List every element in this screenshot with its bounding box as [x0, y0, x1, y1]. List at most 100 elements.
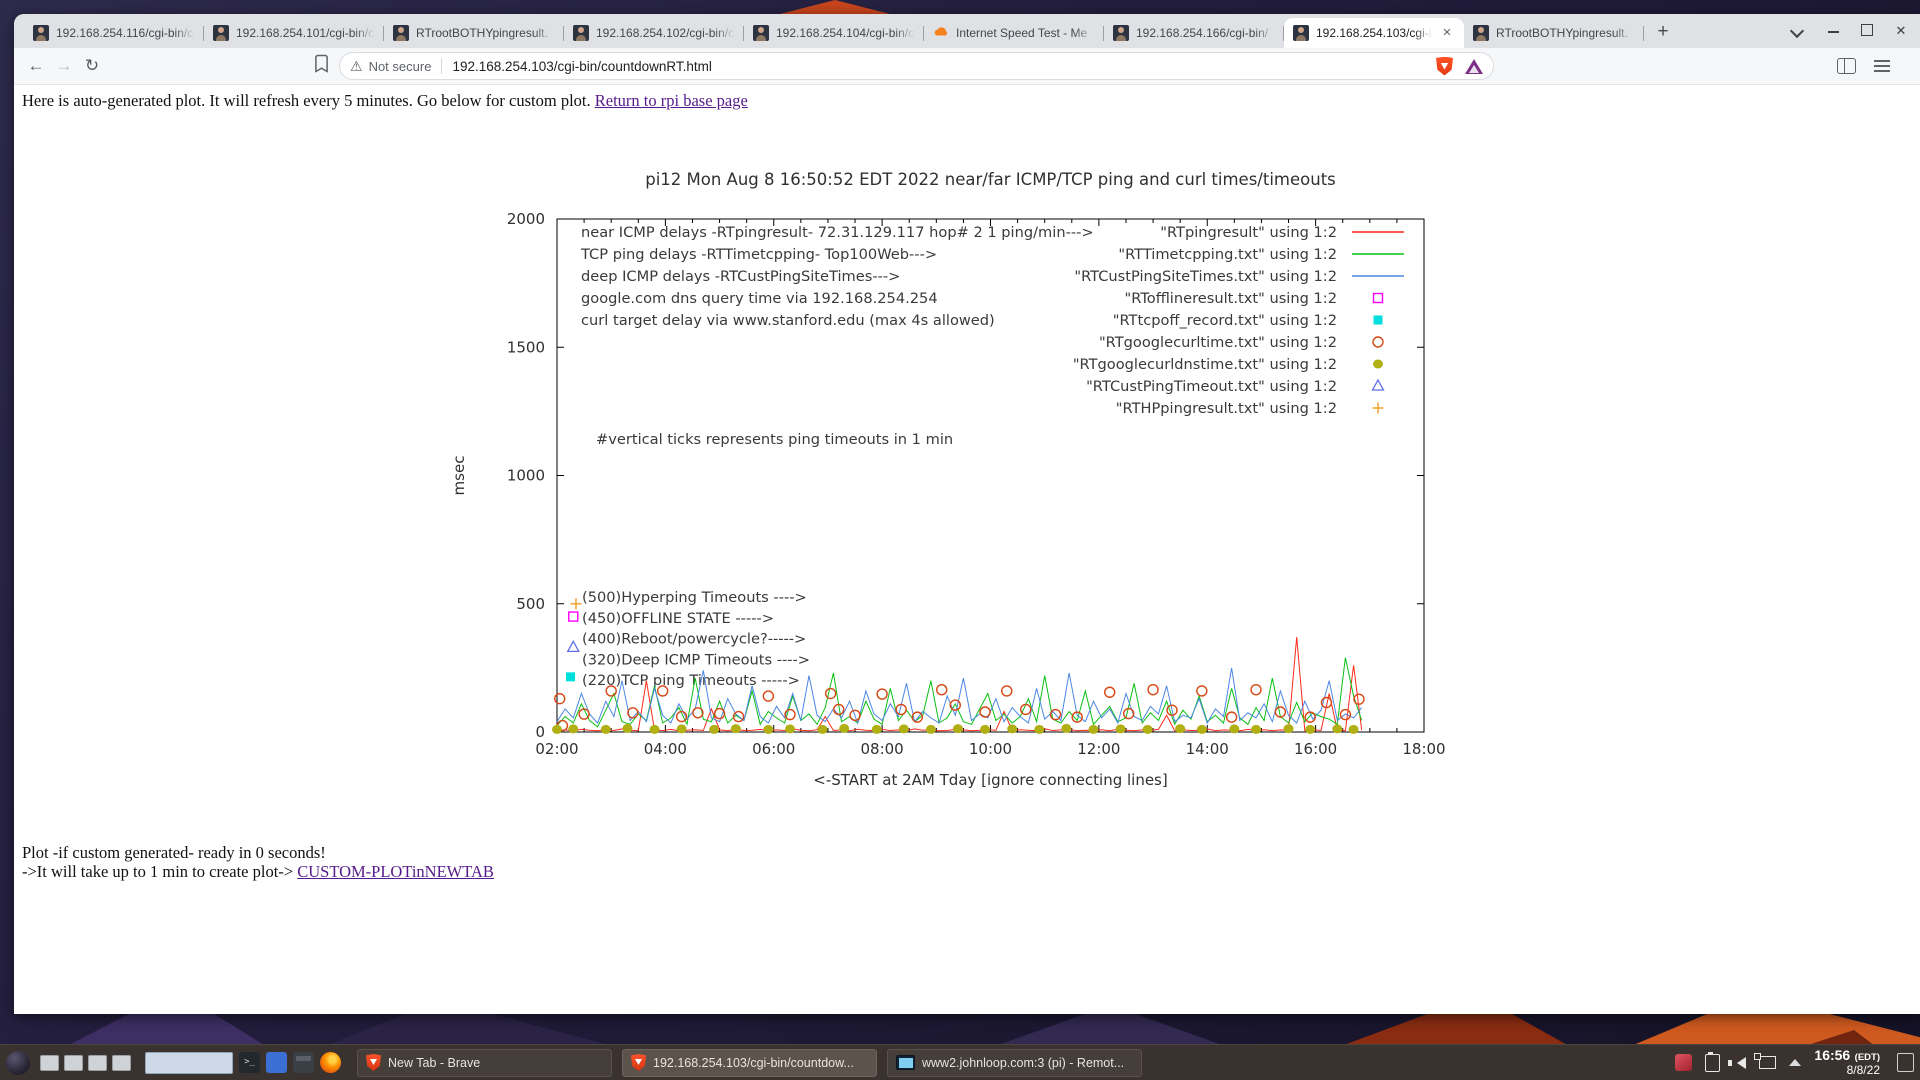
- close-icon: ✕: [1895, 23, 1907, 38]
- header-text: Here is auto-generated plot. It will ref…: [22, 91, 595, 110]
- not-secure-warning-icon[interactable]: ⚠: [350, 57, 363, 74]
- footer-line1: Plot -if custom generated- ready in 0 se…: [22, 843, 326, 862]
- clock-timezone: (EDT): [1854, 1051, 1880, 1063]
- svg-text:500: 500: [516, 595, 545, 613]
- system-tray: 16:56 (EDT) 8/8/22: [1675, 1046, 1914, 1077]
- svg-text:"RTtcpoff_record.txt" using 1:: "RTtcpoff_record.txt" using 1:2: [1113, 312, 1337, 329]
- workspace-pager[interactable]: [40, 1054, 131, 1071]
- svg-text:10:00: 10:00: [969, 740, 1012, 758]
- browser-tab[interactable]: Internet Speed Test - Me: [924, 18, 1104, 48]
- menu-icon[interactable]: [1874, 57, 1890, 75]
- custom-plot-link[interactable]: CUSTOM-PLOTinNEWTAB: [297, 862, 494, 881]
- forward-button[interactable]: →: [55, 56, 73, 75]
- browser-tab[interactable]: 192.168.254.101/cgi-bin/c: [204, 18, 384, 48]
- svg-text:deep ICMP delays -RTCustPingSi: deep ICMP delays -RTCustPingSiteTimes---…: [581, 268, 900, 285]
- terminal-icon[interactable]: >_: [239, 1052, 260, 1073]
- person-favicon: [1293, 25, 1309, 41]
- svg-text:(320)Deep ICMP Timeouts ---->: (320)Deep ICMP Timeouts ---->: [582, 651, 810, 668]
- svg-text:pi12 Mon Aug 8 16:50:52 EDT 2: pi12 Mon Aug 8 16:50:52 EDT 2022 near/fa…: [645, 170, 1336, 189]
- show-desktop-button[interactable]: [1897, 1053, 1914, 1072]
- maximize-button[interactable]: [1852, 14, 1882, 48]
- clock[interactable]: 16:56 (EDT) 8/8/22: [1814, 1046, 1880, 1077]
- brave-rewards-icon[interactable]: [1465, 58, 1483, 74]
- page-footer: Plot -if custom generated- ready in 0 se…: [22, 843, 494, 881]
- page-header: Here is auto-generated plot. It will ref…: [22, 91, 748, 111]
- package-manager-icon[interactable]: [1675, 1054, 1693, 1071]
- svg-text:18:00: 18:00: [1402, 740, 1445, 758]
- bookmark-icon[interactable]: [314, 54, 329, 78]
- tab-label: 192.168.254.103/cgi-b: [1316, 26, 1432, 40]
- taskbar-button-label: 192.168.254.103/cgi-bin/countdow...: [653, 1055, 854, 1070]
- sidebar-icon[interactable]: [1837, 58, 1856, 74]
- workspace-cell[interactable]: [64, 1054, 83, 1071]
- page-content: Here is auto-generated plot. It will ref…: [14, 85, 1920, 1014]
- person-favicon: [573, 25, 589, 41]
- new-tab-button[interactable]: +: [1657, 21, 1669, 42]
- brave-icon: [366, 1054, 381, 1071]
- url-text[interactable]: 192.168.254.103/cgi-bin/countdownRT.html: [452, 58, 712, 74]
- active-workspace[interactable]: [145, 1051, 233, 1074]
- svg-text:(450)OFFLINE STATE ----->: (450)OFFLINE STATE ----->: [582, 610, 774, 627]
- brave-shield-icon[interactable]: [1436, 56, 1453, 76]
- svg-text:"RTofflineresult.txt" using 1:: "RTofflineresult.txt" using 1:2: [1125, 290, 1337, 307]
- clipboard-icon[interactable]: [1705, 1051, 1721, 1072]
- clock-date: 8/8/22: [1846, 1062, 1880, 1077]
- volume-icon[interactable]: [1728, 1056, 1747, 1069]
- browser-tab[interactable]: 192.168.254.116/cgi-bin/c: [24, 18, 204, 48]
- taskbar-window-button[interactable]: 192.168.254.103/cgi-bin/countdow...: [622, 1048, 877, 1077]
- svg-text:1000: 1000: [507, 467, 545, 485]
- workspace-cell[interactable]: [40, 1054, 59, 1071]
- tab-close-icon[interactable]: ✕: [1442, 27, 1452, 39]
- tray-expand-icon[interactable]: [1789, 1059, 1802, 1066]
- file-manager-icon[interactable]: [293, 1052, 314, 1073]
- svg-text:2000: 2000: [507, 210, 545, 228]
- person-favicon: [33, 25, 49, 41]
- taskbar-button-label: New Tab - Brave: [388, 1055, 481, 1070]
- workspace-cell[interactable]: [112, 1054, 131, 1071]
- svg-text:04:00: 04:00: [644, 740, 687, 758]
- remote-desktop-icon: [896, 1055, 915, 1070]
- taskbar: >_ New Tab - Brave 192.168.254.103/cgi-bi…: [0, 1044, 1920, 1080]
- footer-line2: ->It will take up to 1 min to create plo…: [22, 862, 298, 881]
- browser-window: ✕ 192.168.254.116/cgi-bin/c 192.168.254.1…: [14, 14, 1920, 1014]
- back-button[interactable]: ←: [27, 56, 45, 75]
- tab-strip: ✕ 192.168.254.116/cgi-bin/c 192.168.254.1…: [14, 14, 1920, 48]
- app-icon[interactable]: [266, 1052, 287, 1073]
- person-favicon: [393, 25, 409, 41]
- app-menu-icon[interactable]: [6, 1050, 30, 1075]
- svg-text:TCP ping delays -RTTimetcpping: TCP ping delays -RTTimetcpping- Top100We…: [580, 246, 937, 263]
- svg-text:(400)Reboot/powercycle?----->: (400)Reboot/powercycle?----->: [582, 631, 806, 648]
- rpi-base-page-link[interactable]: Return to rpi base page: [594, 91, 748, 110]
- browser-tab[interactable]: 192.168.254.103/cgi-b ✕: [1284, 18, 1464, 48]
- firefox-icon[interactable]: [320, 1052, 341, 1073]
- reload-button[interactable]: ↻: [84, 56, 100, 75]
- svg-text:#vertical ticks represents pin: #vertical ticks represents ping timeouts…: [596, 431, 953, 448]
- clock-time: 16:56: [1814, 1046, 1851, 1063]
- close-window-button[interactable]: ✕: [1886, 14, 1916, 48]
- svg-text:"RTHPpingresult.txt" using 1:2: "RTHPpingresult.txt" using 1:2: [1116, 400, 1337, 417]
- browser-tab[interactable]: RTrootBOTHYpingresult.: [384, 18, 564, 48]
- taskbar-window-button[interactable]: www2.johnloop.com:3 (pi) - Remot...: [887, 1048, 1142, 1077]
- tab-label: 192.168.254.116/cgi-bin/c: [56, 26, 194, 40]
- browser-tab[interactable]: RTrootBOTHYpingresult.: [1464, 18, 1644, 48]
- tab-search-button[interactable]: [1782, 14, 1812, 48]
- tab-label: 192.168.254.102/cgi-bin/c: [596, 26, 735, 40]
- tab-label: RTrootBOTHYpingresult.: [416, 26, 548, 40]
- maximize-icon: [1861, 23, 1873, 36]
- person-favicon: [753, 25, 769, 41]
- taskbar-button-label: www2.johnloop.com:3 (pi) - Remot...: [922, 1055, 1125, 1070]
- taskbar-window-button[interactable]: New Tab - Brave: [357, 1048, 612, 1077]
- person-favicon: [1113, 25, 1129, 41]
- svg-text:google.com dns query time via: google.com dns query time via 192.168.25…: [581, 290, 938, 307]
- address-bar[interactable]: ⚠ Not secure 192.168.254.103/cgi-bin/cou…: [339, 52, 1494, 80]
- svg-text:"RTCustPingTimeout.txt" using: "RTCustPingTimeout.txt" using 1:2: [1086, 378, 1337, 395]
- security-label: Not secure: [368, 58, 432, 74]
- browser-tab[interactable]: 192.168.254.166/cgi-bin/: [1104, 18, 1284, 48]
- network-icon[interactable]: [1754, 1053, 1777, 1069]
- minimize-button[interactable]: [1818, 14, 1848, 48]
- browser-tab[interactable]: 192.168.254.104/cgi-bin/c: [744, 18, 924, 48]
- workspace-cell[interactable]: [88, 1054, 107, 1071]
- svg-text:"RTCustPingSiteTimes.txt" usin: "RTCustPingSiteTimes.txt" using 1:2: [1074, 268, 1337, 285]
- browser-tab[interactable]: 192.168.254.102/cgi-bin/c: [564, 18, 744, 48]
- svg-text:08:00: 08:00: [861, 740, 904, 758]
